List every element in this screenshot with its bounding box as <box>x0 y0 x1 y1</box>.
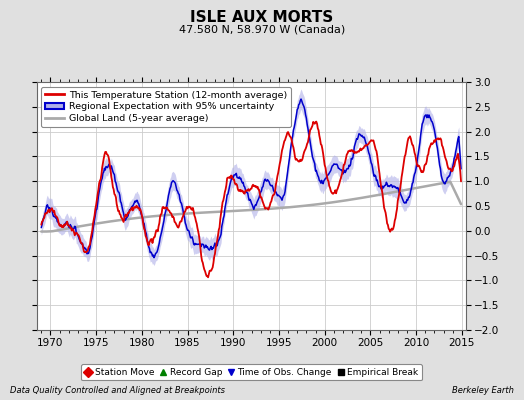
Legend: Station Move, Record Gap, Time of Obs. Change, Empirical Break: Station Move, Record Gap, Time of Obs. C… <box>81 364 422 380</box>
Text: ISLE AUX MORTS: ISLE AUX MORTS <box>190 10 334 25</box>
Text: 47.580 N, 58.970 W (Canada): 47.580 N, 58.970 W (Canada) <box>179 25 345 35</box>
Text: Berkeley Earth: Berkeley Earth <box>452 386 514 395</box>
Text: Data Quality Controlled and Aligned at Breakpoints: Data Quality Controlled and Aligned at B… <box>10 386 225 395</box>
